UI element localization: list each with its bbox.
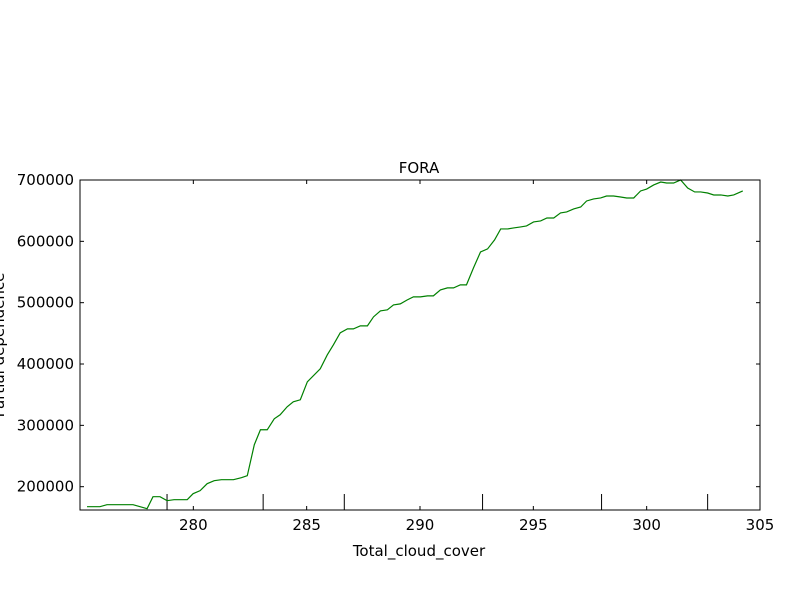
y-tick-label: 700000: [17, 171, 74, 189]
x-tick-label: 300: [632, 516, 661, 534]
line-series: [87, 179, 744, 510]
x-tick-label: 295: [519, 516, 548, 534]
y-tick-label: 500000: [17, 294, 74, 312]
y-tick-label: 400000: [17, 355, 74, 373]
plot-area: 280 285 290 295 300 305 200000 300000 400000 5000…: [17, 171, 775, 534]
y-tick-label: 300000: [17, 416, 74, 434]
x-tick-label: 280: [179, 516, 208, 534]
y-tick-label: 200000: [17, 478, 74, 496]
x-axis-label: Total_cloud_cover: [352, 542, 486, 561]
y-tick-label: 600000: [17, 232, 74, 250]
x-tick-label: 290: [406, 516, 435, 534]
y-axis-label: Partial dependence: [0, 273, 8, 418]
chart-title: FORA: [399, 159, 440, 177]
axes-frame: [79, 179, 761, 511]
x-tick-label: 305: [746, 516, 775, 534]
x-tick-label: 285: [292, 516, 321, 534]
